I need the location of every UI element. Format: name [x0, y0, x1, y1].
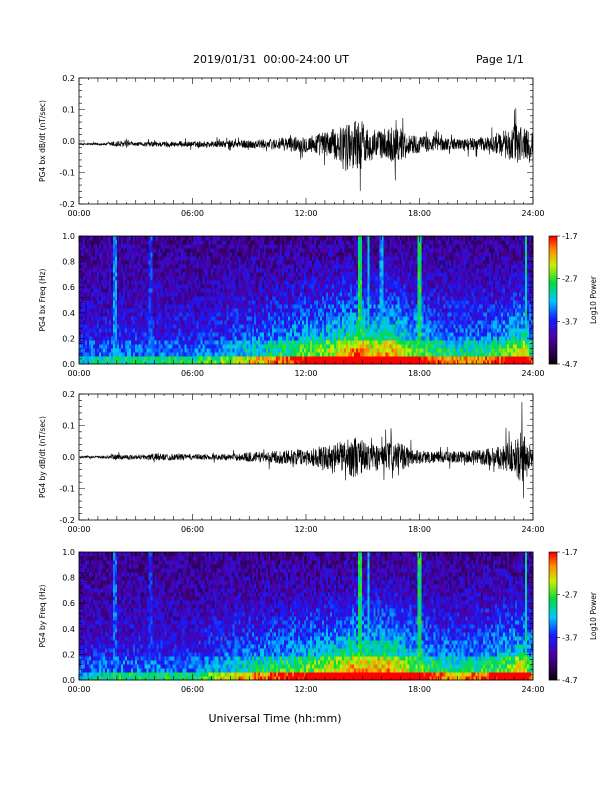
- x-tick-label: 24:00: [521, 369, 544, 378]
- y-tick-label: 0.1: [62, 106, 75, 115]
- colorbar-tick-label: -4.7: [562, 360, 578, 369]
- plot-frame: [78, 393, 534, 521]
- y-tick-label: 0.8: [62, 574, 75, 583]
- y-tick-label: 0.4: [62, 309, 75, 318]
- y-tick-label: 0.2: [62, 390, 75, 399]
- y-tick-label: 1.0: [62, 232, 75, 241]
- colorbar-tick-label: -3.7: [562, 633, 578, 642]
- colorbar-tick-label: -2.7: [562, 275, 578, 284]
- x-tick-label: 12:00: [294, 209, 317, 218]
- colorbar-tick-label: -1.7: [562, 232, 578, 241]
- x-tick-label: 24:00: [521, 685, 544, 694]
- y-axis-title: PG4 by Freq (Hz): [38, 584, 47, 647]
- series-line: [79, 108, 533, 191]
- x-axis-title: Universal Time (hh:mm): [209, 712, 342, 725]
- spectrogram-cells: [79, 552, 534, 681]
- colorbar-tick-label: -2.7: [562, 591, 578, 600]
- colorbar: -1.7 -2.7 -3.7 -4.7 Log10 Power: [548, 548, 598, 685]
- plot-frame: [78, 235, 534, 365]
- colorbar-title: Log10 Power: [589, 275, 598, 324]
- x-tick-label: 24:00: [521, 209, 544, 218]
- y-tick-label: 0.0: [62, 453, 75, 462]
- bx-frequency-spectrogram-panel: -1.7 -2.7 -3.7 -4.7 Log10 Power 00:00 06:00 12:…: [38, 232, 598, 378]
- bx-dbdt-panel: 00:00 06:00 12:00 18:00 24:00 -0.2 -0.1 0.0 0.1 0…: [38, 74, 545, 218]
- y-tick-label: -0.1: [59, 169, 75, 178]
- y-tick-label: 0.1: [62, 422, 75, 431]
- plot-frame: [78, 77, 534, 205]
- by-frequency-spectrogram-panel: -1.7 -2.7 -3.7 -4.7 Log10 Power 00:00 06:00 12:…: [38, 548, 598, 694]
- y-tick-label: 0.0: [62, 360, 75, 369]
- y-tick-label: 0.2: [62, 334, 75, 343]
- x-tick-label: 12:00: [294, 685, 317, 694]
- y-tick-label: 0.6: [62, 283, 75, 292]
- y-tick-label: 0.0: [62, 137, 75, 146]
- y-tick-label: 0.4: [62, 625, 75, 634]
- colorbar-tick-label: -4.7: [562, 676, 578, 685]
- y-tick-label: -0.2: [59, 200, 75, 209]
- page-title: 2019/01/31 00:00-24:00 UT: [193, 53, 350, 66]
- colorbar-title: Log10 Power: [589, 591, 598, 640]
- y-tick-label: -0.1: [59, 485, 75, 494]
- x-tick-label: 18:00: [408, 209, 431, 218]
- x-tick-label: 06:00: [181, 209, 204, 218]
- colorbar: -1.7 -2.7 -3.7 -4.7 Log10 Power: [548, 232, 598, 369]
- plot-frame: [78, 551, 534, 681]
- y-tick-label: -0.2: [59, 516, 75, 525]
- spectrogram-cells: [79, 236, 534, 365]
- y-axis-title: PG4 bx Freq (Hz): [38, 268, 47, 331]
- x-tick-label: 12:00: [294, 525, 317, 534]
- page-number: Page 1/1: [476, 53, 524, 66]
- y-tick-label: 0.6: [62, 599, 75, 608]
- y-axis-title: PG4 by dB/dt (nT/sec): [38, 416, 47, 498]
- y-axis-title: PG4 bx dB/dt (nT/sec): [38, 100, 47, 182]
- y-tick-label: 1.0: [62, 548, 75, 557]
- y-tick-label: 0.2: [62, 74, 75, 83]
- by-dbdt-panel: 00:00 06:00 12:00 18:00 24:00 -0.2 -0.1 0.0 0.1 0…: [38, 390, 545, 534]
- colorbar-tick-label: -3.7: [562, 317, 578, 326]
- colorbar-tick-label: -1.7: [562, 548, 578, 557]
- y-tick-label: 0.2: [62, 650, 75, 659]
- y-tick-label: 0.0: [62, 676, 75, 685]
- x-tick-label: 18:00: [408, 525, 431, 534]
- x-tick-label: 12:00: [294, 369, 317, 378]
- y-tick-label: 0.8: [62, 258, 75, 267]
- series-line: [79, 401, 533, 499]
- x-tick-label: 00:00: [67, 685, 90, 694]
- x-tick-label: 18:00: [408, 369, 431, 378]
- x-tick-label: 24:00: [521, 525, 544, 534]
- x-tick-label: 06:00: [181, 525, 204, 534]
- x-tick-label: 18:00: [408, 685, 431, 694]
- x-tick-label: 00:00: [67, 525, 90, 534]
- x-tick-label: 06:00: [181, 685, 204, 694]
- x-tick-label: 06:00: [181, 369, 204, 378]
- x-tick-label: 00:00: [67, 369, 90, 378]
- x-tick-label: 00:00: [67, 209, 90, 218]
